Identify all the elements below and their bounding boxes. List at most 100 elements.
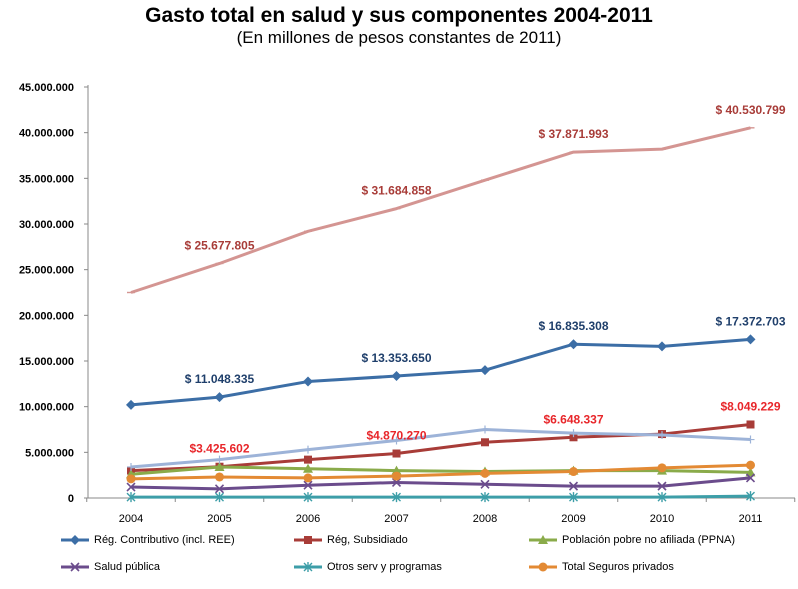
data-label: $ 40.530.799 [715,103,785,117]
data-point-total-seguros-privados [569,467,578,477]
data-point-otros [392,436,401,445]
data-point-total-seguros-privados [746,460,755,470]
data-label: $ 31.684.858 [361,184,431,198]
x-tick-label: 2005 [207,513,231,525]
data-point-reg-contributivo-incl-ree [480,365,490,376]
legend-item-poblacion-pobre-no-afiliada-ppna: Población pobre no afiliada (PPNA) [528,533,735,547]
data-point-otros-serv-y-programas [569,492,578,503]
data-point-otros-serv-y-programas [215,492,224,503]
y-tick-label: 30.000.000 [19,219,74,231]
data-label: $ 11.048.335 [185,372,255,386]
data-point-otros [746,435,755,444]
data-label: $ 16.835.308 [538,319,608,333]
y-tick-label: 0 [68,493,74,505]
data-point-reg-contributivo-incl-ree [568,339,579,350]
data-label: $ 37.871.993 [538,127,608,141]
data-point-otros [481,425,489,434]
data-point-poblacion-pobre-no-afiliada-ppna [745,467,756,477]
data-label: $4.870.270 [366,429,426,443]
legend-label: Rég. Contributivo (incl. REE) [94,534,235,546]
legend-label: Otros serv y programas [327,561,442,573]
y-tick-label: 40.000.000 [19,128,74,140]
series-line-salud-publica [130,476,751,491]
legend-swatch-icon [529,535,557,544]
series-line-reg-contributivo-incl-ree [130,337,751,407]
data-point-salud-publica [657,481,667,491]
data-point-reg-subsidiado [569,433,578,442]
legend-item-reg-contributivo-incl-ree: Rég. Contributivo (incl. REE) [60,533,235,547]
y-tick-label: 5.000.000 [25,447,74,459]
series-line-poblacion-pobre-no-afiliada-ppna [130,465,751,476]
data-point-salud-publica [303,480,313,490]
x-tick-label: 2008 [473,513,497,525]
data-point-otros-serv-y-programas [303,492,313,503]
x-tick-label: 2007 [384,513,408,525]
data-point-salud-publica [126,482,136,492]
data-point-total-seguros-privados [126,474,136,484]
y-tick-label: 15.000.000 [19,356,74,368]
legend-item-reg-subsidiado: Rég, Subsidiado [293,533,408,547]
data-point-reg-contributivo-incl-ree [214,392,225,403]
data-label: $ 17.372.703 [715,314,785,328]
data-point-reg-contributivo-incl-ree [657,341,667,352]
data-label: $3.425.602 [189,442,249,456]
data-label: $ 13.353.650 [361,351,431,365]
x-tick-label: 2006 [296,513,320,525]
series-line-total [130,126,751,294]
data-point-reg-subsidiado [392,449,401,458]
data-point-otros-serv-y-programas [392,492,401,503]
series-line-total-seguros-privados [130,463,751,481]
data-point-salud-publica [480,479,490,489]
data-point-reg-subsidiado [304,455,312,464]
chart-subtitle: (En millones de pesos constantes de 2011… [236,28,562,47]
data-point-total-seguros-privados [392,471,401,481]
data-point-salud-publica [391,477,402,488]
data-label: $ 25.677.805 [184,238,254,252]
legend-label: Salud pública [94,561,161,573]
data-point-total-seguros-privados [303,473,313,483]
data-point-reg-contributivo-incl-ree [303,376,313,387]
data-point-otros [215,455,224,464]
data-point-reg-contributivo-incl-ree [745,334,756,345]
data-point-total-seguros-privados [480,468,490,478]
legend-item-total-seguros-privados: Total Seguros privados [528,560,674,574]
legend-swatch-icon [61,562,89,572]
legend-label: Rég, Subsidiado [327,534,408,546]
data-point-otros [569,429,578,438]
data-point-reg-subsidiado [481,438,489,447]
data-point-poblacion-pobre-no-afiliada-ppna [303,463,313,473]
y-tick-label: 35.000.000 [19,173,74,185]
y-tick-label: 10.000.000 [19,402,74,414]
data-label: $6.648.337 [543,412,603,426]
data-point-otros [304,445,312,454]
data-point-salud-publica [568,481,579,491]
y-tick-label: 45.000.000 [19,82,74,94]
data-point-salud-publica [745,473,756,483]
x-tick-label: 2004 [119,513,143,525]
data-point-otros [127,462,135,471]
data-point-otros-serv-y-programas [746,491,755,502]
legend-label: Total Seguros privados [562,561,674,573]
legend-label: Población pobre no afiliada (PPNA) [562,534,736,546]
y-tick-label: 25.000.000 [19,265,74,277]
data-point-otros [658,430,666,439]
data-point-total-seguros-privados [657,463,667,473]
data-point-otros-serv-y-programas [657,492,667,503]
data-point-reg-subsidiado [746,420,755,429]
data-point-poblacion-pobre-no-afiliada-ppna [214,461,225,471]
legend-item-salud-publica: Salud pública [60,560,160,574]
data-point-reg-contributivo-incl-ree [391,371,402,382]
y-tick-label: 20.000.000 [19,310,74,322]
legend-swatch-icon [61,535,89,545]
series-line-otros-serv-y-programas [131,494,751,499]
legend-item-otros-serv-y-programas: Otros serv y programas [293,560,442,574]
data-point-salud-publica [214,484,225,494]
data-point-otros-serv-y-programas [126,492,136,503]
legend-swatch-icon [294,562,322,572]
legend-swatch-icon [529,562,557,572]
data-label: $8.049.229 [720,399,780,413]
data-point-otros-serv-y-programas [480,492,490,503]
x-tick-label: 2010 [650,513,674,525]
data-point-reg-contributivo-incl-ree [126,399,136,410]
data-point-total-seguros-privados [215,472,224,482]
